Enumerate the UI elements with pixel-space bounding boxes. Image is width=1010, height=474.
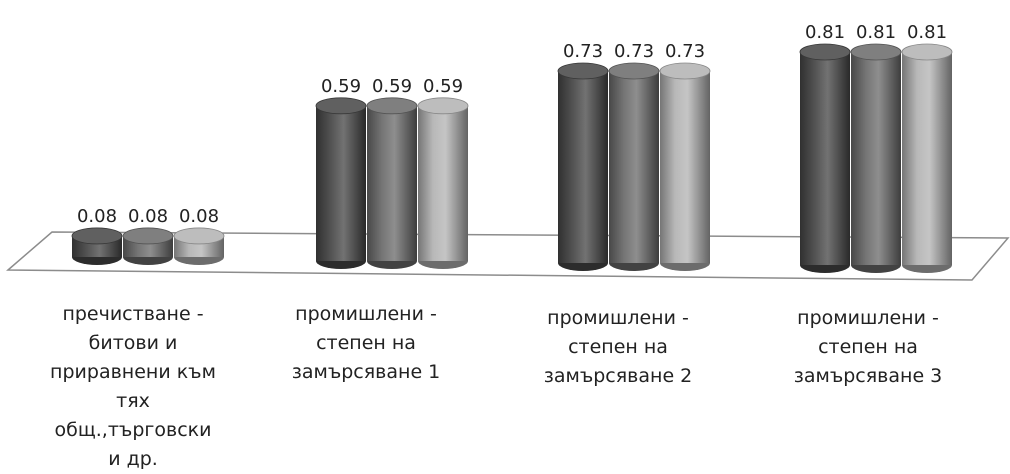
bar-body [316, 105, 366, 261]
value-label: 0.59 [423, 76, 463, 97]
chart: 0.08 0.08 0.08 0.59 0.59 0.59 0.73 0.73 0.73 0.81… [6, 22, 1010, 470]
bar-body [418, 105, 468, 261]
value-label: 0.08 [128, 206, 168, 227]
bar-0-1 [122, 227, 174, 265]
category-label: промишлени - степен на замърсяване 2 [543, 307, 693, 387]
bar-body [367, 105, 417, 261]
bar-1-1 [366, 97, 418, 269]
bar-top [901, 43, 953, 61]
bar-0-2 [173, 227, 225, 265]
bar-2-0 [557, 62, 609, 271]
bar-3-2 [901, 43, 953, 273]
bar-body [609, 71, 659, 263]
bar-top [173, 227, 225, 245]
value-label: 0.73 [563, 41, 603, 62]
bar-top [122, 227, 174, 245]
bar-1-0 [315, 97, 367, 269]
bar-top [315, 97, 367, 115]
chart-floor [6, 231, 1010, 281]
value-label: 0.59 [321, 76, 361, 97]
bar-3-1 [850, 43, 902, 273]
value-label: 0.08 [77, 206, 117, 227]
bar-top [71, 227, 123, 245]
bar-body [800, 51, 850, 265]
value-label: 0.59 [372, 76, 412, 97]
category-label: пречистване - битови и приравнени към тя… [50, 303, 216, 470]
bar-3-0 [799, 43, 851, 273]
bar-body [558, 71, 608, 263]
value-label: 0.81 [907, 22, 947, 43]
bar-top [417, 97, 469, 115]
bar-top [366, 97, 418, 115]
bar-top [799, 43, 851, 61]
bar-1-2 [417, 97, 469, 269]
bar-top [850, 43, 902, 61]
value-labels-layer: 0.08 0.08 0.08 0.59 0.59 0.59 0.73 0.73 0.73 0.81… [77, 22, 947, 227]
value-label: 0.73 [665, 41, 705, 62]
value-label: 0.08 [179, 206, 219, 227]
bar-top [608, 62, 660, 80]
value-label: 0.81 [856, 22, 896, 43]
bars-layer [71, 43, 953, 273]
bar-top [659, 62, 711, 80]
value-label: 0.73 [614, 41, 654, 62]
bar-2-1 [608, 62, 660, 271]
chart-plot: 0.08 0.08 0.08 0.59 0.59 0.59 0.73 0.73 0.73 0.81… [6, 22, 1010, 281]
bar-0-0 [71, 227, 123, 265]
bar-top [557, 62, 609, 80]
category-label: промишлени - степен на замърсяване 3 [793, 307, 943, 387]
bar-body [660, 71, 710, 263]
bar-body [851, 51, 901, 265]
bar-2-2 [659, 62, 711, 271]
category-label: промишлени - степен на замърсяване 1 [291, 303, 441, 383]
bar-body [902, 51, 952, 265]
value-label: 0.81 [805, 22, 845, 43]
